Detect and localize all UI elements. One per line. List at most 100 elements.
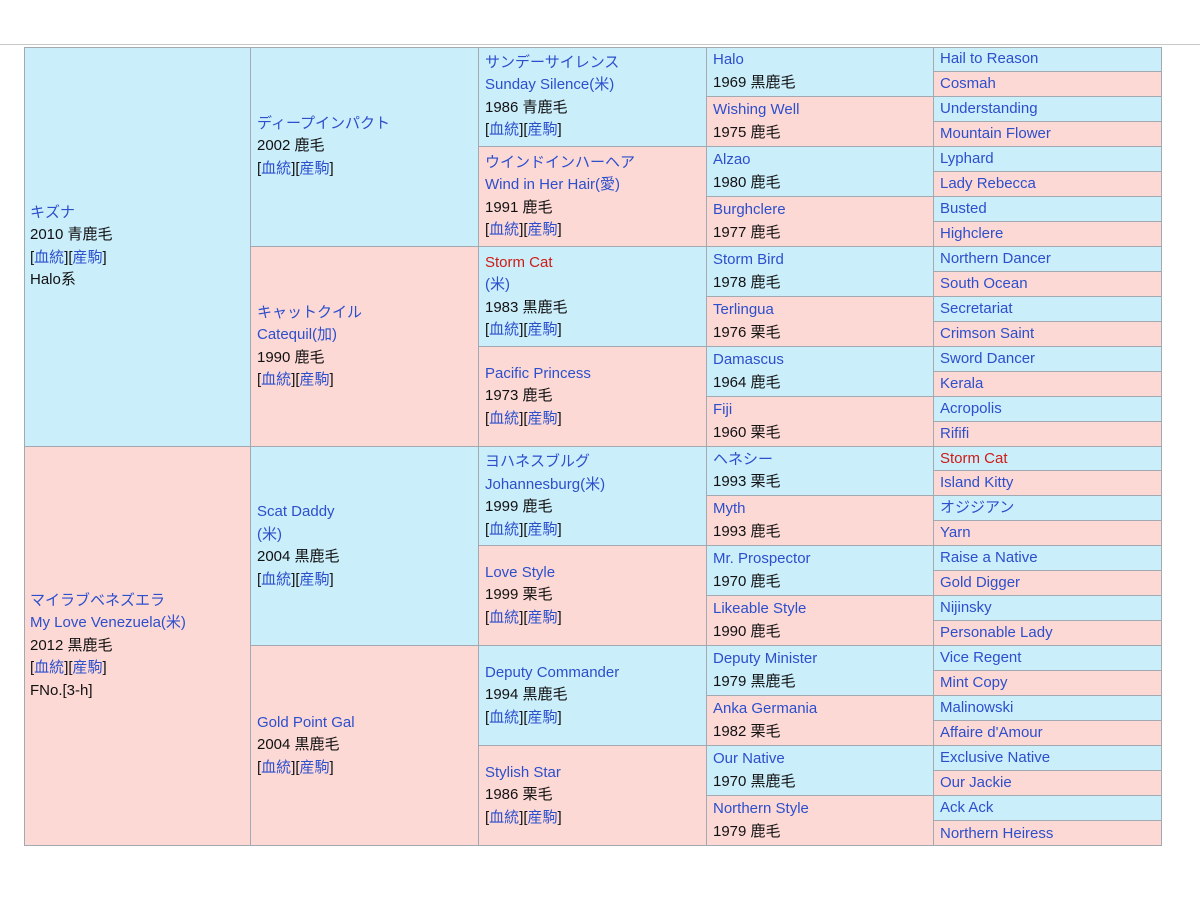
horse-name-en-link[interactable]: Johannesburg(米) (485, 475, 606, 493)
progeny-link[interactable]: 産駒 (527, 520, 558, 538)
pedigree-link[interactable]: 血統 (489, 808, 520, 826)
horse-name-link[interactable]: Lady Rebecca (940, 175, 1036, 192)
horse-name-en-link[interactable]: (米) (257, 525, 282, 543)
horse-name-link[interactable]: Gold Digger (940, 574, 1021, 591)
horse-name-link[interactable]: キャットクイル (257, 303, 363, 321)
horse-name-link[interactable]: Deputy Commander (485, 663, 620, 681)
progeny-link[interactable]: 産駒 (299, 159, 330, 177)
horse-name-link[interactable]: Wishing Well (713, 101, 800, 118)
horse-name-link[interactable]: Likeable Style (713, 600, 807, 617)
horse-name-link[interactable]: Northern Style (713, 800, 809, 817)
pedigree-link[interactable]: 血統 (489, 520, 520, 538)
horse-name-link[interactable]: Fiji (713, 401, 733, 418)
horse-name-link[interactable]: Highclere (940, 225, 1004, 242)
horse-name-link[interactable]: Storm Cat (485, 253, 553, 271)
horse-name-link[interactable]: Yarn (940, 524, 971, 541)
pedigree-link[interactable]: 血統 (261, 371, 292, 388)
horse-name-link[interactable]: ヘネシー (713, 450, 774, 468)
progeny-link[interactable]: 産駒 (527, 808, 558, 826)
horse-name-en-link[interactable]: Catequil(加) (257, 326, 338, 343)
horse-name-link[interactable]: Exclusive Native (940, 749, 1051, 766)
horse-name-link[interactable]: Crimson Saint (940, 325, 1035, 342)
horse-name-link[interactable]: Kerala (940, 375, 984, 392)
progeny-link[interactable]: 産駒 (527, 221, 558, 238)
horse-name-en-link[interactable]: My Love Venezuela(米) (30, 614, 186, 632)
pedigree-link[interactable]: 血統 (261, 758, 292, 776)
pedigree-link[interactable]: 血統 (489, 708, 520, 726)
horse-name-link[interactable]: Deputy Minister (713, 650, 818, 667)
progeny-link[interactable]: 産駒 (72, 248, 103, 266)
horse-name-link[interactable]: Ack Ack (940, 799, 994, 816)
horse-name-link[interactable]: ディープインパクト (257, 114, 391, 132)
horse-name-link[interactable]: Raise a Native (940, 549, 1038, 566)
horse-name-link[interactable]: Cosmah (940, 75, 996, 92)
horse-name-link[interactable]: キズナ (30, 203, 76, 221)
pedigree-link[interactable]: 血統 (489, 409, 520, 427)
progeny-link[interactable]: 産駒 (527, 321, 558, 338)
horse-name-link[interactable]: ウインドインハーヘア (485, 153, 636, 171)
horse-name-link[interactable]: Stylish Star (485, 763, 561, 781)
horse-name-en-link[interactable]: (米) (485, 276, 510, 293)
horse-name-link[interactable]: マイラブベネズエラ (30, 591, 166, 609)
horse-name-link[interactable]: Halo (713, 51, 744, 68)
horse-name-link[interactable]: Myth (713, 500, 746, 517)
horse-name-link[interactable]: Anka Germania (713, 700, 818, 717)
horse-name-link[interactable]: Terlingua (713, 301, 774, 318)
horse-name-link[interactable]: Mint Copy (940, 674, 1008, 691)
pedigree-cell-gen4: ヘネシー 1993 栗毛 (707, 447, 934, 496)
pedigree-link[interactable]: 血統 (489, 321, 520, 338)
horse-name-en-link[interactable]: Sunday Silence(米) (485, 76, 615, 93)
horse-name-link[interactable]: Alzao (713, 151, 751, 168)
progeny-link[interactable]: 産駒 (299, 758, 330, 776)
horse-name-link[interactable]: Scat Daddy (257, 503, 335, 520)
horse-name-link[interactable]: Island Kitty (940, 474, 1014, 491)
pedigree-link[interactable]: 血統 (489, 121, 520, 138)
horse-name-link[interactable]: ヨハネスブルグ (485, 453, 591, 470)
pedigree-link[interactable]: 血統 (489, 221, 520, 238)
horse-name-link[interactable]: Vice Regent (940, 649, 1022, 666)
horse-name-link[interactable]: Secretariat (940, 300, 1013, 317)
progeny-link[interactable]: 産駒 (527, 409, 558, 427)
progeny-link[interactable]: 産駒 (299, 371, 330, 388)
horse-name-link[interactable]: Mountain Flower (940, 125, 1051, 142)
progeny-link[interactable]: 産駒 (299, 570, 330, 588)
horse-name-link[interactable]: Our Jackie (940, 774, 1012, 791)
horse-name-link[interactable]: Personable Lady (940, 624, 1053, 641)
horse-name-en-link[interactable]: Wind in Her Hair(愛) (485, 176, 621, 193)
horse-name-link[interactable]: オジジアン (940, 499, 1015, 516)
horse-name-link[interactable]: Our Native (713, 750, 785, 767)
horse-name-link[interactable]: Busted (940, 200, 987, 217)
horse-name-link[interactable]: Northern Dancer (940, 250, 1051, 267)
pedigree-link[interactable]: 血統 (489, 608, 520, 626)
horse-name-link[interactable]: Mr. Prospector (713, 550, 811, 567)
horse-name-link[interactable]: Pacific Princess (485, 364, 591, 382)
horse-name-link[interactable]: Malinowski (940, 699, 1014, 716)
horse-name-link[interactable]: South Ocean (940, 275, 1028, 292)
horse-name-link[interactable]: Love Style (485, 563, 556, 581)
pedigree-link[interactable]: 血統 (34, 659, 65, 677)
horse-name-link[interactable]: Understanding (940, 100, 1038, 117)
progeny-link[interactable]: 産駒 (527, 608, 558, 626)
horse-name-link[interactable]: Damascus (713, 351, 784, 368)
horse-name-link[interactable]: Affaire d'Amour (940, 724, 1043, 741)
progeny-link[interactable]: 産駒 (527, 708, 558, 726)
horse-name-link[interactable]: Gold Point Gal (257, 713, 355, 731)
horse-name-link[interactable]: Nijinsky (940, 599, 992, 616)
pedigree-links: [血統][産駒] (485, 409, 562, 427)
progeny-link[interactable]: 産駒 (527, 121, 558, 138)
horse-name-link[interactable]: Storm Bird (713, 251, 784, 268)
horse-name-link[interactable]: Acropolis (940, 400, 1002, 417)
horse-name-link[interactable]: Hail to Reason (940, 50, 1039, 67)
horse-name-link[interactable]: Lyphard (940, 150, 994, 167)
horse-name-link[interactable]: Rififi (940, 425, 970, 442)
pedigree-cell-gen3: Pacific Princess 1973 鹿毛 [血統][産駒] (479, 347, 707, 447)
pedigree-link[interactable]: 血統 (34, 248, 65, 266)
progeny-link[interactable]: 産駒 (72, 659, 103, 677)
horse-name-link[interactable]: Burghclere (713, 201, 786, 218)
horse-name-link[interactable]: サンデーサイレンス (485, 53, 620, 71)
horse-name-link[interactable]: Northern Heiress (940, 824, 1054, 842)
horse-name-link[interactable]: Storm Cat (940, 449, 1008, 467)
pedigree-link[interactable]: 血統 (261, 570, 292, 588)
horse-name-link[interactable]: Sword Dancer (940, 350, 1036, 367)
pedigree-link[interactable]: 血統 (261, 159, 292, 177)
